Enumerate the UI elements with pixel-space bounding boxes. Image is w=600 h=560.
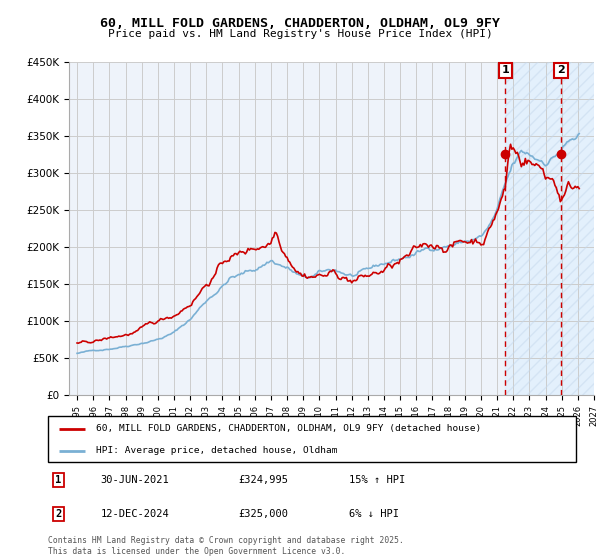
Text: £324,995: £324,995 xyxy=(238,475,288,485)
Text: £325,000: £325,000 xyxy=(238,509,288,519)
Text: HPI: Average price, detached house, Oldham: HPI: Average price, detached house, Oldh… xyxy=(95,446,337,455)
Text: 2: 2 xyxy=(557,66,565,75)
Bar xyxy=(505,62,594,395)
Text: 30-JUN-2021: 30-JUN-2021 xyxy=(101,475,170,485)
Text: 1: 1 xyxy=(55,475,62,485)
Text: 2: 2 xyxy=(55,509,62,519)
Text: 15% ↑ HPI: 15% ↑ HPI xyxy=(349,475,405,485)
Bar xyxy=(505,62,594,395)
Text: Contains HM Land Registry data © Crown copyright and database right 2025.
This d: Contains HM Land Registry data © Crown c… xyxy=(48,536,404,556)
Text: 1: 1 xyxy=(501,66,509,75)
Text: 12-DEC-2024: 12-DEC-2024 xyxy=(101,509,170,519)
Text: Price paid vs. HM Land Registry's House Price Index (HPI): Price paid vs. HM Land Registry's House … xyxy=(107,29,493,39)
Text: 6% ↓ HPI: 6% ↓ HPI xyxy=(349,509,399,519)
Text: 60, MILL FOLD GARDENS, CHADDERTON, OLDHAM, OL9 9FY: 60, MILL FOLD GARDENS, CHADDERTON, OLDHA… xyxy=(100,17,500,30)
Text: 60, MILL FOLD GARDENS, CHADDERTON, OLDHAM, OL9 9FY (detached house): 60, MILL FOLD GARDENS, CHADDERTON, OLDHA… xyxy=(95,424,481,433)
